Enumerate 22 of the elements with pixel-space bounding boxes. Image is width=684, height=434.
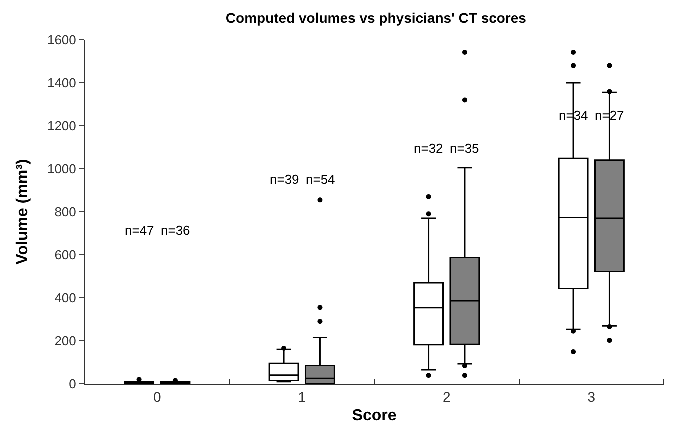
y-tick-label: 1400 <box>47 76 76 91</box>
x-axis-title: Score <box>352 408 397 424</box>
x-tick-label: 2 <box>442 388 451 405</box>
annotation: n=47 <box>125 223 154 238</box>
annotation: n=32 <box>414 141 444 156</box>
y-tick-label: 1600 <box>47 32 76 48</box>
y-tick-label: 1000 <box>47 162 76 177</box>
y-tick-label: 600 <box>54 248 76 263</box>
x-tick-label: 1 <box>298 388 306 405</box>
x-tick-label: 0 <box>153 388 162 405</box>
y-tick-label: 0 <box>69 376 76 392</box>
annotation: n=36 <box>161 223 190 238</box>
y-tick-label: 400 <box>54 290 76 306</box>
annotation: n=54 <box>306 172 336 187</box>
y-tick-label: 800 <box>54 204 76 220</box>
y-axis-title: Volume (mm³) <box>14 159 32 265</box>
annotation: n=39 <box>270 172 300 187</box>
y-tick-label: 1200 <box>47 118 76 134</box>
chart-title: Computed volumes vs physicians' CT scores <box>226 10 527 26</box>
annotation: n=35 <box>450 141 480 156</box>
y-tick-label: 200 <box>54 334 76 349</box>
x-tick-label: 3 <box>588 388 596 405</box>
